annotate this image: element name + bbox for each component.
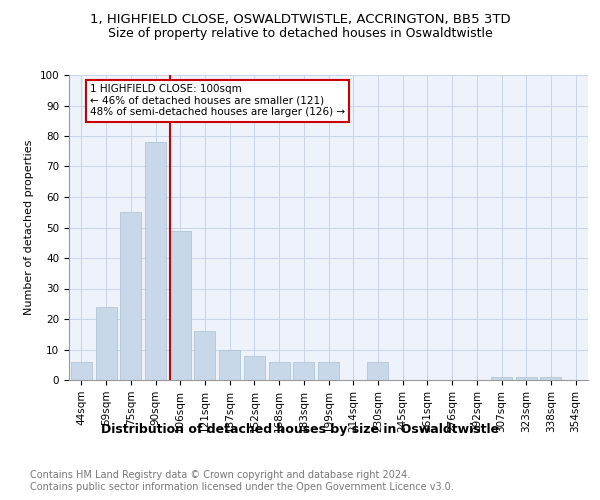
Bar: [541, 377, 562, 380]
Bar: [244, 356, 265, 380]
Bar: [120, 212, 141, 380]
Bar: [219, 350, 240, 380]
Bar: [516, 377, 537, 380]
Text: Distribution of detached houses by size in Oswaldtwistle: Distribution of detached houses by size …: [101, 422, 499, 436]
Bar: [491, 377, 512, 380]
Bar: [318, 362, 339, 380]
Bar: [170, 230, 191, 380]
Y-axis label: Number of detached properties: Number of detached properties: [24, 140, 34, 315]
Bar: [71, 362, 92, 380]
Bar: [293, 362, 314, 380]
Bar: [194, 331, 215, 380]
Bar: [95, 307, 116, 380]
Bar: [145, 142, 166, 380]
Text: Size of property relative to detached houses in Oswaldtwistle: Size of property relative to detached ho…: [107, 28, 493, 40]
Text: Contains HM Land Registry data © Crown copyright and database right 2024.
Contai: Contains HM Land Registry data © Crown c…: [30, 470, 454, 492]
Text: 1, HIGHFIELD CLOSE, OSWALDTWISTLE, ACCRINGTON, BB5 3TD: 1, HIGHFIELD CLOSE, OSWALDTWISTLE, ACCRI…: [89, 12, 511, 26]
Bar: [269, 362, 290, 380]
Bar: [367, 362, 388, 380]
Text: 1 HIGHFIELD CLOSE: 100sqm
← 46% of detached houses are smaller (121)
48% of semi: 1 HIGHFIELD CLOSE: 100sqm ← 46% of detac…: [90, 84, 345, 117]
